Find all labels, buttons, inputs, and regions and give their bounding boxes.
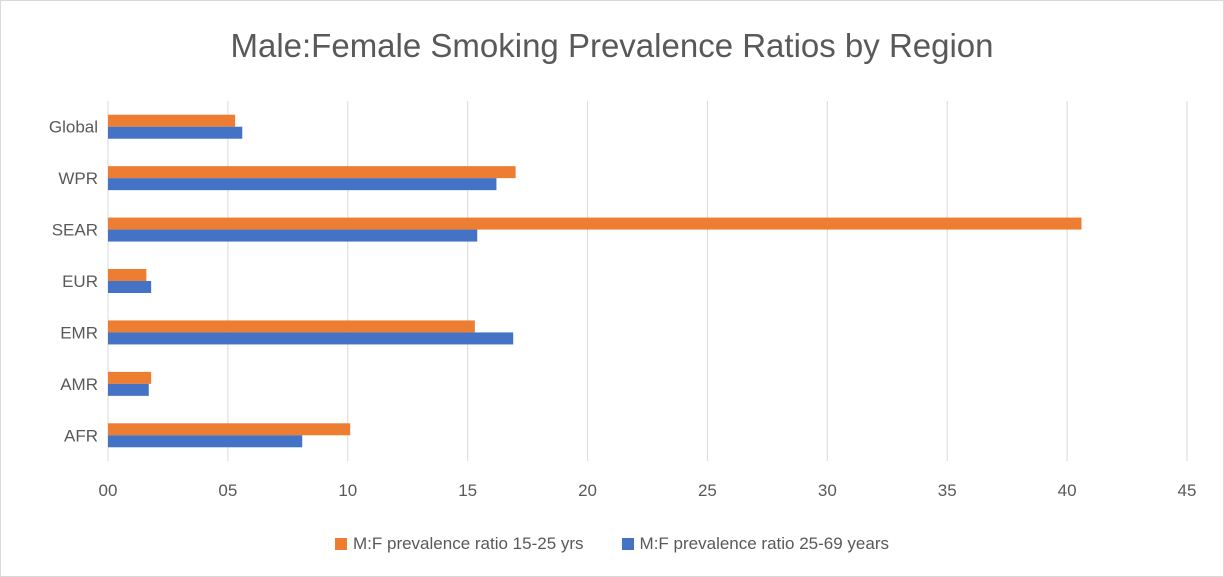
bar-global-series-0 — [108, 114, 236, 127]
x-tick-label-6: 30 — [818, 481, 837, 500]
legend-swatch-15-25 — [335, 538, 347, 550]
bar-emr-series-1 — [108, 332, 514, 345]
bar-global-series-1 — [108, 126, 243, 139]
y-tick-label-sear: SEAR — [52, 221, 98, 240]
bar-wpr-series-1 — [108, 178, 497, 191]
chart-title: Male:Female Smoking Prevalence Ratios by… — [230, 27, 994, 64]
y-tick-label-wpr: WPR — [58, 169, 98, 188]
bar-wpr-series-0 — [108, 166, 516, 179]
bar-amr-series-0 — [108, 371, 152, 384]
x-tick-label-1: 05 — [218, 481, 237, 500]
bar-sear-series-0 — [108, 217, 1082, 230]
legend-swatch-25-69 — [621, 538, 634, 550]
y-tick-label-emr: EMR — [60, 323, 98, 342]
y-tick-label-global: Global — [49, 118, 98, 137]
y-tick-label-eur: EUR — [62, 272, 98, 291]
bar-afr-series-0 — [108, 423, 351, 436]
x-tick-label-3: 15 — [458, 481, 477, 500]
x-tick-label-2: 10 — [338, 481, 357, 500]
x-tick-label-9: 45 — [1178, 481, 1197, 500]
y-tick-label-afr: AFR — [64, 426, 98, 445]
bar-emr-series-0 — [108, 320, 475, 333]
legend-item-25-69: M:F prevalence ratio 25-69 years — [621, 534, 889, 554]
x-tick-label-0: 00 — [99, 481, 118, 500]
legend-label-25-69: M:F prevalence ratio 25-69 years — [639, 534, 889, 553]
bar-amr-series-1 — [108, 383, 149, 396]
x-tick-label-8: 40 — [1058, 481, 1077, 500]
x-tick-label-7: 35 — [938, 481, 957, 500]
legend-label-15-25: M:F prevalence ratio 15-25 yrs — [353, 534, 584, 553]
legend-item-15-25: M:F prevalence ratio 15-25 yrs — [335, 534, 584, 554]
bar-afr-series-1 — [108, 435, 303, 448]
x-tick-label-5: 25 — [698, 481, 717, 500]
legend: M:F prevalence ratio 15-25 yrs M:F preva… — [1, 534, 1223, 554]
bar-eur-series-0 — [108, 269, 147, 281]
y-tick-label-amr: AMR — [60, 375, 98, 394]
x-tick-label-4: 20 — [578, 481, 597, 500]
bar-eur-series-1 — [108, 281, 152, 293]
bar-sear-series-1 — [108, 229, 478, 242]
